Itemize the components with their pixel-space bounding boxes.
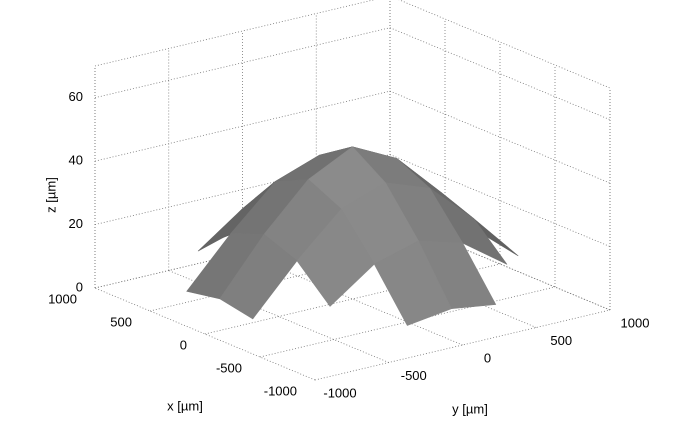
grid-line	[389, 27, 611, 121]
surface-patch	[219, 233, 298, 320]
z-axis-label: z [µm]	[43, 177, 58, 213]
y-tick-label: -1000	[323, 385, 356, 400]
x-tick-label: 500	[110, 314, 132, 329]
grid-line	[259, 286, 556, 358]
x-tick-label: -1000	[264, 383, 297, 398]
grid-line	[94, 90, 391, 162]
z-tick-label: 60	[69, 89, 83, 104]
grid-line	[314, 309, 611, 381]
z-tick-label: 0	[76, 279, 83, 294]
surface-patch	[296, 208, 375, 307]
grid-line	[389, 154, 611, 247]
y-tick-label: 1000	[621, 315, 650, 330]
x-tick-label: -500	[216, 360, 242, 375]
x-axis-label: x [µm]	[167, 398, 203, 413]
box-edge	[94, 0, 375, 67]
grid-line	[389, 90, 611, 184]
y-tick-label: 500	[550, 333, 572, 348]
z-tick-label: 20	[69, 216, 83, 231]
y-tick-label: 0	[484, 350, 491, 365]
box-edge	[398, 0, 611, 89]
y-axis-label: y [µm]	[452, 401, 488, 416]
grid-line	[94, 287, 316, 381]
y-tick-label: -500	[401, 368, 427, 383]
x-tick-label: 0	[180, 337, 187, 352]
z-tick-label: 40	[69, 153, 83, 168]
x-tick-label: 1000	[48, 291, 77, 306]
grid-line	[94, 27, 391, 99]
surface-patch	[373, 240, 452, 326]
